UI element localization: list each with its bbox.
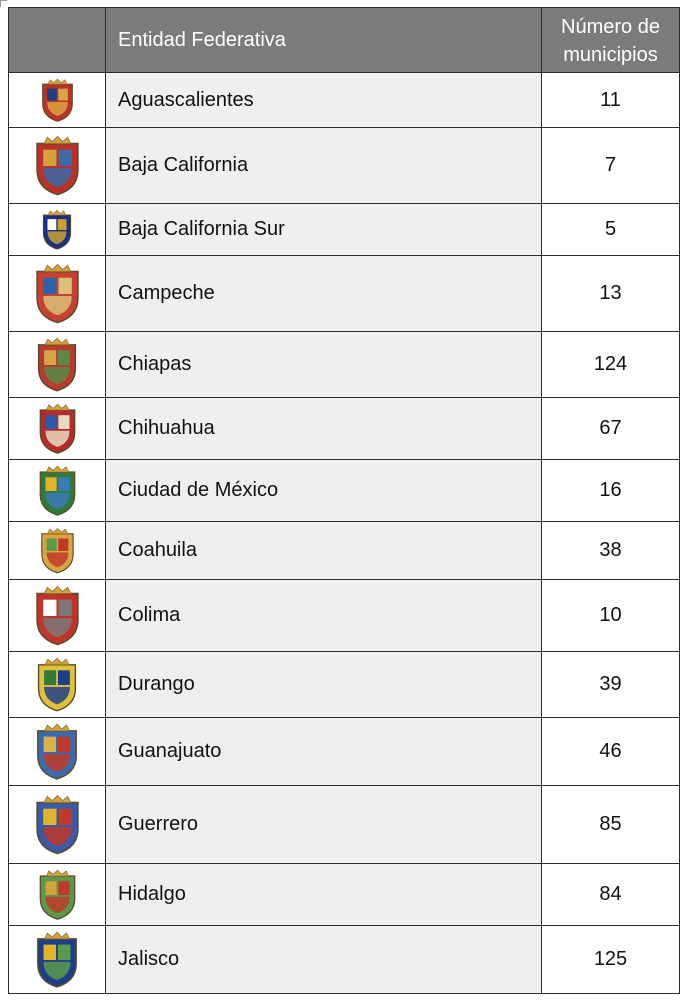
ciudad-de-mexico-crest-icon xyxy=(8,459,106,522)
campeche-crest-icon xyxy=(8,255,106,332)
header-municipality-count: Número de municipios xyxy=(541,7,680,73)
colima-crest-icon xyxy=(8,579,106,652)
durango-crest-icon xyxy=(8,651,106,718)
jalisco-crest-icon xyxy=(8,925,106,994)
coahuila-crest-icon xyxy=(8,521,106,580)
table-row: Campeche 13 xyxy=(8,255,680,332)
table-row: Baja California 7 xyxy=(8,127,680,204)
entity-name: Guerrero xyxy=(105,785,542,864)
hidalgo-crest-icon xyxy=(8,863,106,926)
municipality-count: 85 xyxy=(541,785,680,864)
entity-name: Guanajuato xyxy=(105,717,542,786)
aguascalientes-crest-icon xyxy=(8,72,106,128)
entity-name: Chiapas xyxy=(105,331,542,398)
guerrero-crest-icon xyxy=(8,785,106,864)
table-row: Baja California Sur 5 xyxy=(8,203,680,256)
entity-name: Hidalgo xyxy=(105,863,542,926)
entity-name: Campeche xyxy=(105,255,542,332)
table-row: Hidalgo 84 xyxy=(8,863,680,926)
header-entity: Entidad Federativa xyxy=(105,7,542,73)
chiapas-crest-icon xyxy=(8,331,106,398)
municipality-count: 84 xyxy=(541,863,680,926)
municipality-count: 13 xyxy=(541,255,680,332)
table-row: Ciudad de México 16 xyxy=(8,459,680,522)
municipality-count: 125 xyxy=(541,925,680,994)
municipality-count: 67 xyxy=(541,397,680,460)
table-row: Chiapas 124 xyxy=(8,331,680,398)
table-body: Aguascalientes 11 Baja California 7 Baja Cal… xyxy=(8,72,680,994)
municipality-count: 10 xyxy=(541,579,680,652)
entity-name: Colima xyxy=(105,579,542,652)
municipality-count: 46 xyxy=(541,717,680,786)
table-row: Aguascalientes 11 xyxy=(8,72,680,128)
table-row: Coahuila 38 xyxy=(8,521,680,580)
page-corner-mark xyxy=(0,0,7,7)
table-row: Guanajuato 46 xyxy=(8,717,680,786)
municipality-count: 7 xyxy=(541,127,680,204)
entity-name: Aguascalientes xyxy=(105,72,542,128)
table-row: Jalisco 125 xyxy=(8,925,680,994)
header-count-line-2: municipios xyxy=(563,44,658,66)
header-count-line-1: Número de xyxy=(561,16,660,38)
entity-name: Ciudad de México xyxy=(105,459,542,522)
municipality-count: 5 xyxy=(541,203,680,256)
municipality-count: 11 xyxy=(541,72,680,128)
entity-name: Baja California xyxy=(105,127,542,204)
chihuahua-crest-icon xyxy=(8,397,106,460)
table-row: Colima 10 xyxy=(8,579,680,652)
baja-california-crest-icon xyxy=(8,127,106,204)
municipality-count: 39 xyxy=(541,651,680,718)
entity-name: Jalisco xyxy=(105,925,542,994)
table-row: Durango 39 xyxy=(8,651,680,718)
table-header-row: Entidad Federativa Número de municipios xyxy=(8,7,680,73)
table-row: Guerrero 85 xyxy=(8,785,680,864)
table-row: Chihuahua 67 xyxy=(8,397,680,460)
baja-california-sur-crest-icon xyxy=(8,203,106,256)
entity-name: Chihuahua xyxy=(105,397,542,460)
municipality-count: 38 xyxy=(541,521,680,580)
municipalities-table: Entidad Federativa Número de municipios … xyxy=(8,7,680,994)
municipality-count: 16 xyxy=(541,459,680,522)
entity-name: Baja California Sur xyxy=(105,203,542,256)
guanajuato-crest-icon xyxy=(8,717,106,786)
municipality-count: 124 xyxy=(541,331,680,398)
entity-name: Durango xyxy=(105,651,542,718)
entity-name: Coahuila xyxy=(105,521,542,580)
header-crest-cell xyxy=(8,7,106,73)
